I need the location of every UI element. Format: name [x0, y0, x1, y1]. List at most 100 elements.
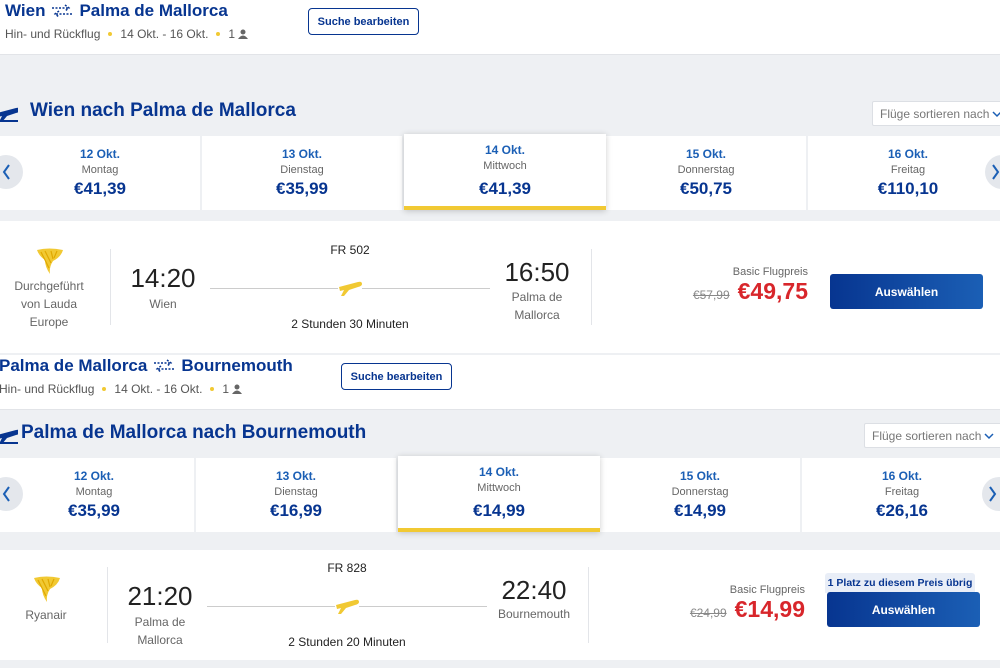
availability-note: 1 Platz zu diesem Preis übrig — [825, 573, 975, 593]
prev-arrow[interactable] — [0, 477, 23, 511]
tab-weekday: Donnerstag — [677, 164, 735, 176]
date-tab-selected[interactable]: 14 Okt. Mittwoch €14,99 — [398, 456, 600, 532]
destination: Bournemouth — [181, 356, 293, 375]
departure-plane-icon — [0, 107, 18, 122]
fare-label: Basic Flugpreis — [729, 584, 805, 596]
chevron-down — [992, 111, 1000, 118]
tab-date: 15 Okt. — [679, 469, 721, 483]
tab-price: €26,16 — [876, 501, 928, 520]
divider — [588, 567, 589, 643]
tab-weekday: Mittwoch — [483, 160, 527, 172]
separator-dot — [216, 32, 221, 36]
departure-city: Wien — [149, 297, 177, 311]
tab-date: 14 Okt. — [484, 143, 526, 157]
tab-date: 15 Okt. — [685, 147, 727, 161]
date-tab[interactable]: 16 Okt. Freitag €110,10 — [808, 136, 1000, 210]
tab-weekday: Mittwoch — [477, 482, 521, 494]
date-tab[interactable]: 16 Okt. Freitag €26,16 — [802, 458, 1000, 532]
section-heading: Palma de Mallorca nach Bournemouth — [21, 422, 367, 443]
arrival-time: 22:40 — [501, 575, 567, 605]
trip-details: Hin- und Rückflug 14 Okt. - 16 Okt. 1 — [5, 27, 249, 41]
date-tab[interactable]: 13 Okt. Dienstag €35,99 — [202, 136, 402, 210]
flight-card: Durchgeführt von Lauda Europe 14:20 Wien FR… — [0, 221, 1000, 353]
tab-price: €35,99 — [68, 501, 120, 520]
trip-details: Hin- und Rückflug 14 Okt. - 16 Okt. 1 — [0, 382, 243, 396]
tab-price: €16,99 — [270, 501, 322, 520]
divider — [107, 567, 108, 643]
next-arrow[interactable] — [982, 477, 1000, 511]
fare-label: Basic Flugpreis — [732, 266, 808, 278]
old-price: €24,99 — [689, 606, 727, 620]
separator-dot — [210, 387, 215, 391]
airline-logo — [37, 248, 63, 274]
route-plane-icon — [335, 596, 359, 614]
route-title: Wien Palma de Mallorca — [5, 1, 228, 21]
arrival-city: Palma de Mallorca — [511, 290, 563, 322]
date-tab-selected[interactable]: 14 Okt. Mittwoch €41,39 — [404, 134, 606, 210]
select-button[interactable]: Auswählen — [827, 592, 980, 627]
select-button[interactable]: Auswählen — [830, 274, 983, 309]
separator-dot — [108, 32, 113, 36]
passenger-count: 1 — [222, 382, 230, 396]
tab-date: 12 Okt. — [73, 469, 115, 483]
chevron — [2, 164, 10, 180]
tab-price: €14,99 — [473, 501, 525, 520]
duration: 2 Stunden 30 Minuten — [291, 317, 409, 331]
tab-price: €110,10 — [877, 179, 939, 198]
departure-city: Palma de Mallorca — [134, 615, 186, 647]
departure-plane-icon — [0, 429, 18, 444]
divider — [110, 249, 111, 325]
person-icon — [232, 384, 243, 394]
airline-logo — [34, 576, 60, 602]
tab-date: 16 Okt. — [887, 147, 929, 161]
next-arrow[interactable] — [985, 155, 1000, 189]
date-tab[interactable]: 15 Okt. Donnerstag €50,75 — [606, 136, 806, 210]
tab-price: €41,39 — [74, 179, 126, 198]
old-price: €57,99 — [692, 288, 730, 302]
origin: Wien — [5, 1, 46, 20]
edit-search-button[interactable]: Suche bearbeiten — [308, 8, 419, 35]
tab-weekday: Freitag — [884, 486, 920, 498]
operator: Durchgeführt von Lauda Europe — [14, 279, 84, 329]
date-tab[interactable]: 13 Okt. Dienstag €16,99 — [196, 458, 396, 532]
edit-search-button[interactable]: Suche bearbeiten — [341, 363, 452, 390]
operator: Ryanair — [25, 608, 67, 622]
tab-weekday: Donnerstag — [671, 486, 729, 498]
tab-weekday: Dienstag — [280, 164, 324, 176]
tab-date: 16 Okt. — [881, 469, 923, 483]
flight-card: Ryanair 21:20 Palma de Mallorca FR 828 2 Stu… — [0, 550, 1000, 660]
section-heading: Wien nach Palma de Mallorca — [30, 100, 296, 121]
prev-arrow[interactable] — [0, 155, 23, 189]
sort-dropdown[interactable]: Flüge sortieren nach — [864, 423, 1000, 448]
tab-price: €35,99 — [276, 179, 328, 198]
tab-date: 13 Okt. — [281, 147, 323, 161]
tab-date: 12 Okt. — [79, 147, 121, 161]
route-plane-icon — [338, 278, 362, 296]
trip-type: Hin- und Rückflug — [5, 27, 101, 41]
tab-price: €50,75 — [680, 179, 732, 198]
departure-time: 21:20 — [127, 581, 193, 611]
date-tab[interactable]: 15 Okt. Donnerstag €14,99 — [600, 458, 800, 532]
current-price: €49,75 — [737, 278, 808, 304]
date-tab[interactable]: 12 Okt. Montag €41,39 — [0, 136, 200, 210]
chevron — [989, 486, 997, 502]
tab-weekday: Dienstag — [274, 486, 318, 498]
flight-number: FR 502 — [330, 243, 370, 257]
flight-number: FR 828 — [327, 561, 367, 575]
passenger-count: 1 — [228, 27, 236, 41]
sort-dropdown[interactable]: Flüge sortieren nach — [872, 101, 1000, 126]
duration: 2 Stunden 20 Minuten — [288, 635, 406, 649]
price-box: €57,99 €49,75 — [608, 278, 808, 305]
trip-type: Hin- und Rückflug — [0, 382, 95, 396]
tab-weekday: Montag — [75, 486, 113, 498]
arrival-city: Bournemouth — [497, 607, 571, 621]
tab-price: €14,99 — [674, 501, 726, 520]
date-tab[interactable]: 12 Okt. Montag €35,99 — [0, 458, 194, 532]
chevron — [992, 164, 1000, 180]
person-icon — [238, 29, 249, 39]
destination: Palma de Mallorca — [79, 1, 228, 20]
tab-date: 13 Okt. — [275, 469, 317, 483]
chevron-down — [984, 433, 994, 440]
tab-weekday: Freitag — [890, 164, 926, 176]
tab-date: 14 Okt. — [478, 465, 520, 479]
